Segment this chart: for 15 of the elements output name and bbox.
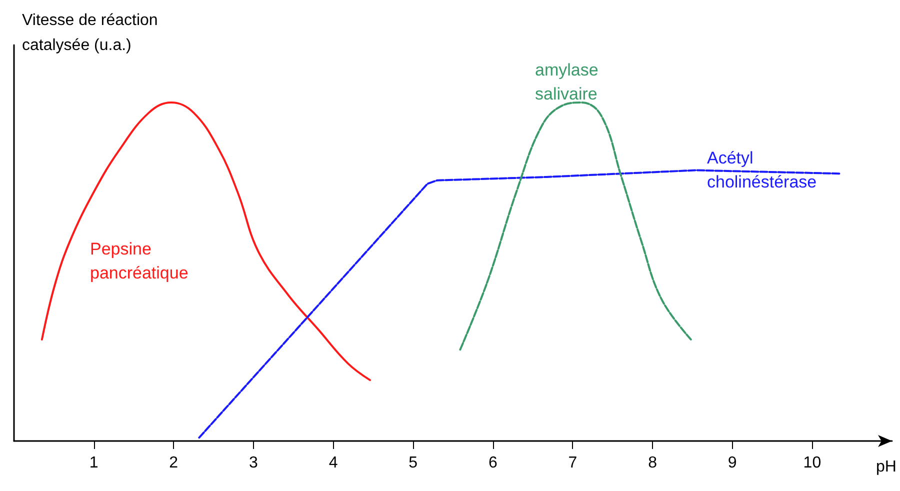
x-tick-label: 3: [249, 454, 258, 472]
series-label: amylase salivaire: [535, 60, 604, 104]
x-tick-label: 9: [728, 454, 737, 472]
x-tick-label: 7: [568, 454, 578, 472]
x-tick-label: 2: [169, 454, 178, 472]
x-tick-label: 5: [408, 454, 418, 472]
series-label: Pepsine pancréatique: [90, 240, 188, 282]
x-tick-label: 10: [803, 454, 822, 472]
x-tick-label: 4: [328, 454, 338, 472]
y-axis-title: Vitesse de réaction catalysée (u.a.): [22, 12, 162, 54]
x-tick-label: 1: [89, 454, 98, 472]
series-label: Acétyl cholinéstérase: [707, 148, 817, 192]
x-axis-title: pH: [876, 458, 896, 476]
x-tick-label: 8: [648, 454, 658, 472]
x-tick-label: 6: [488, 454, 498, 472]
